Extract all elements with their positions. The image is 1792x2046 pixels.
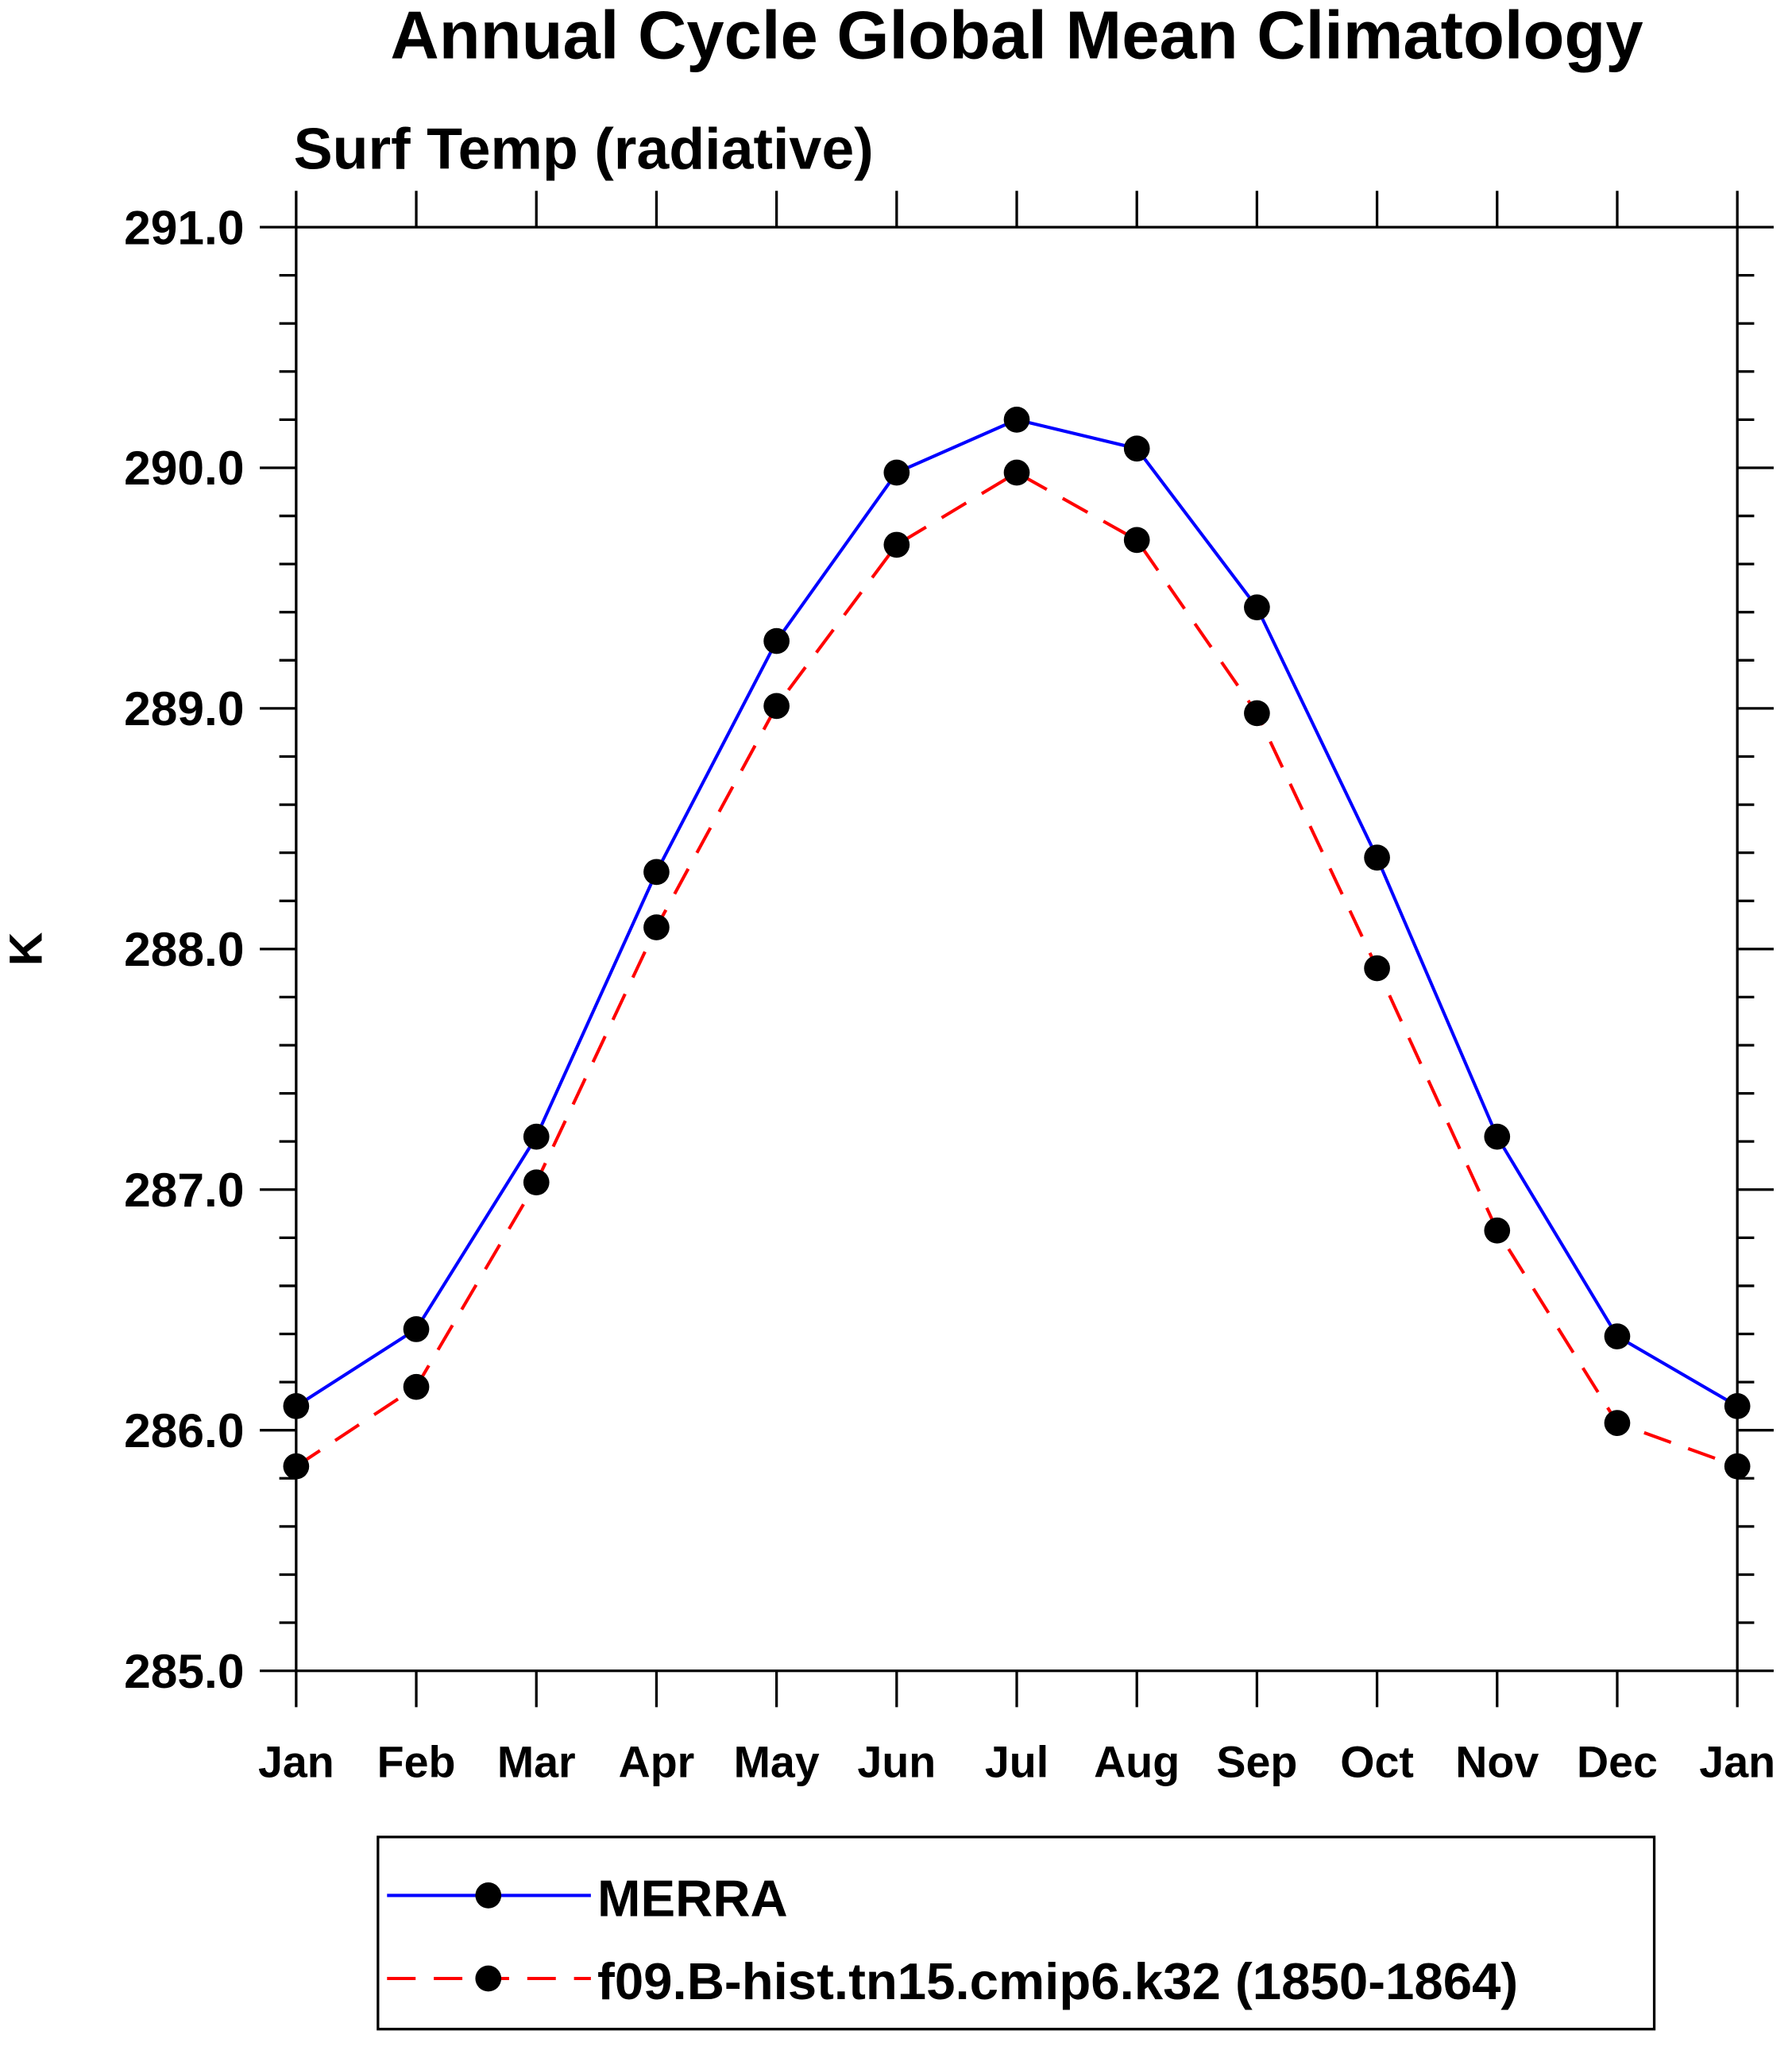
- data-point: [1484, 1123, 1511, 1150]
- chart-title: Annual Cycle Global Mean Climatology: [390, 0, 1643, 74]
- x-tick-label: Aug: [1094, 1738, 1180, 1787]
- data-point: [1244, 700, 1270, 727]
- legend: MERRA f09.B-hist.tn15.cmip6.k32 (1850-186…: [377, 1836, 1656, 2031]
- data-point: [1123, 435, 1150, 462]
- data-point: [643, 859, 670, 886]
- data-point: [883, 459, 910, 486]
- y-axis-label: K: [0, 932, 52, 966]
- x-tick-label: Jun: [857, 1738, 936, 1787]
- x-tick-label: Dec: [1577, 1738, 1658, 1787]
- y-tick-label: 286.0: [124, 1403, 244, 1457]
- data-point: [1003, 407, 1030, 433]
- x-tick-label: Feb: [377, 1738, 456, 1787]
- chart-subtitle: Surf Temp (radiative): [294, 115, 874, 181]
- legend-label-0: MERRA: [597, 1870, 788, 1928]
- x-tick-label: Oct: [1340, 1738, 1414, 1787]
- x-tick-label: Mar: [497, 1738, 576, 1787]
- x-tick-label: Nov: [1455, 1738, 1539, 1787]
- data-point: [1484, 1217, 1511, 1244]
- data-point: [1724, 1393, 1751, 1419]
- x-tick-label: Jan: [1699, 1738, 1775, 1787]
- data-point: [403, 1373, 430, 1400]
- data-point: [763, 627, 790, 654]
- y-tick-label: 288.0: [124, 922, 244, 976]
- y-tick-label: 291.0: [124, 200, 244, 254]
- data-point: [1003, 459, 1030, 486]
- data-point: [523, 1169, 550, 1196]
- plot-frame: [295, 226, 1739, 1673]
- data-point: [763, 693, 790, 720]
- data-point: [1724, 1453, 1751, 1480]
- x-tick-label: Jan: [258, 1738, 334, 1787]
- data-point: [1244, 594, 1270, 621]
- y-tick-label: 289.0: [124, 681, 244, 735]
- x-tick-label: Jul: [985, 1738, 1049, 1787]
- x-tick-label: Apr: [619, 1738, 695, 1787]
- series-line-0: [295, 418, 1739, 1408]
- data-point: [1364, 955, 1390, 982]
- data-point: [283, 1393, 310, 1419]
- x-tick-label: May: [734, 1738, 820, 1787]
- data-point: [1123, 527, 1150, 554]
- y-tick-label: 290.0: [124, 441, 244, 495]
- data-point: [283, 1453, 310, 1480]
- legend-box: [377, 1836, 1656, 2031]
- y-tick-label: 287.0: [124, 1163, 244, 1217]
- data-point: [883, 531, 910, 558]
- legend-marker: [475, 1882, 502, 1909]
- data-point: [1604, 1410, 1631, 1436]
- x-tick-label: Sep: [1216, 1738, 1297, 1787]
- legend-marker: [475, 1965, 502, 1992]
- y-tick-label: 285.0: [124, 1644, 244, 1698]
- series-line-1: [295, 470, 1738, 1469]
- data-point: [1604, 1323, 1631, 1349]
- data-point: [523, 1123, 550, 1150]
- legend-label-1: f09.B-hist.tn15.cmip6.k32 (1850-1864): [597, 1952, 1518, 2010]
- data-point: [403, 1316, 430, 1342]
- data-point: [643, 914, 670, 940]
- data-point: [1364, 844, 1390, 871]
